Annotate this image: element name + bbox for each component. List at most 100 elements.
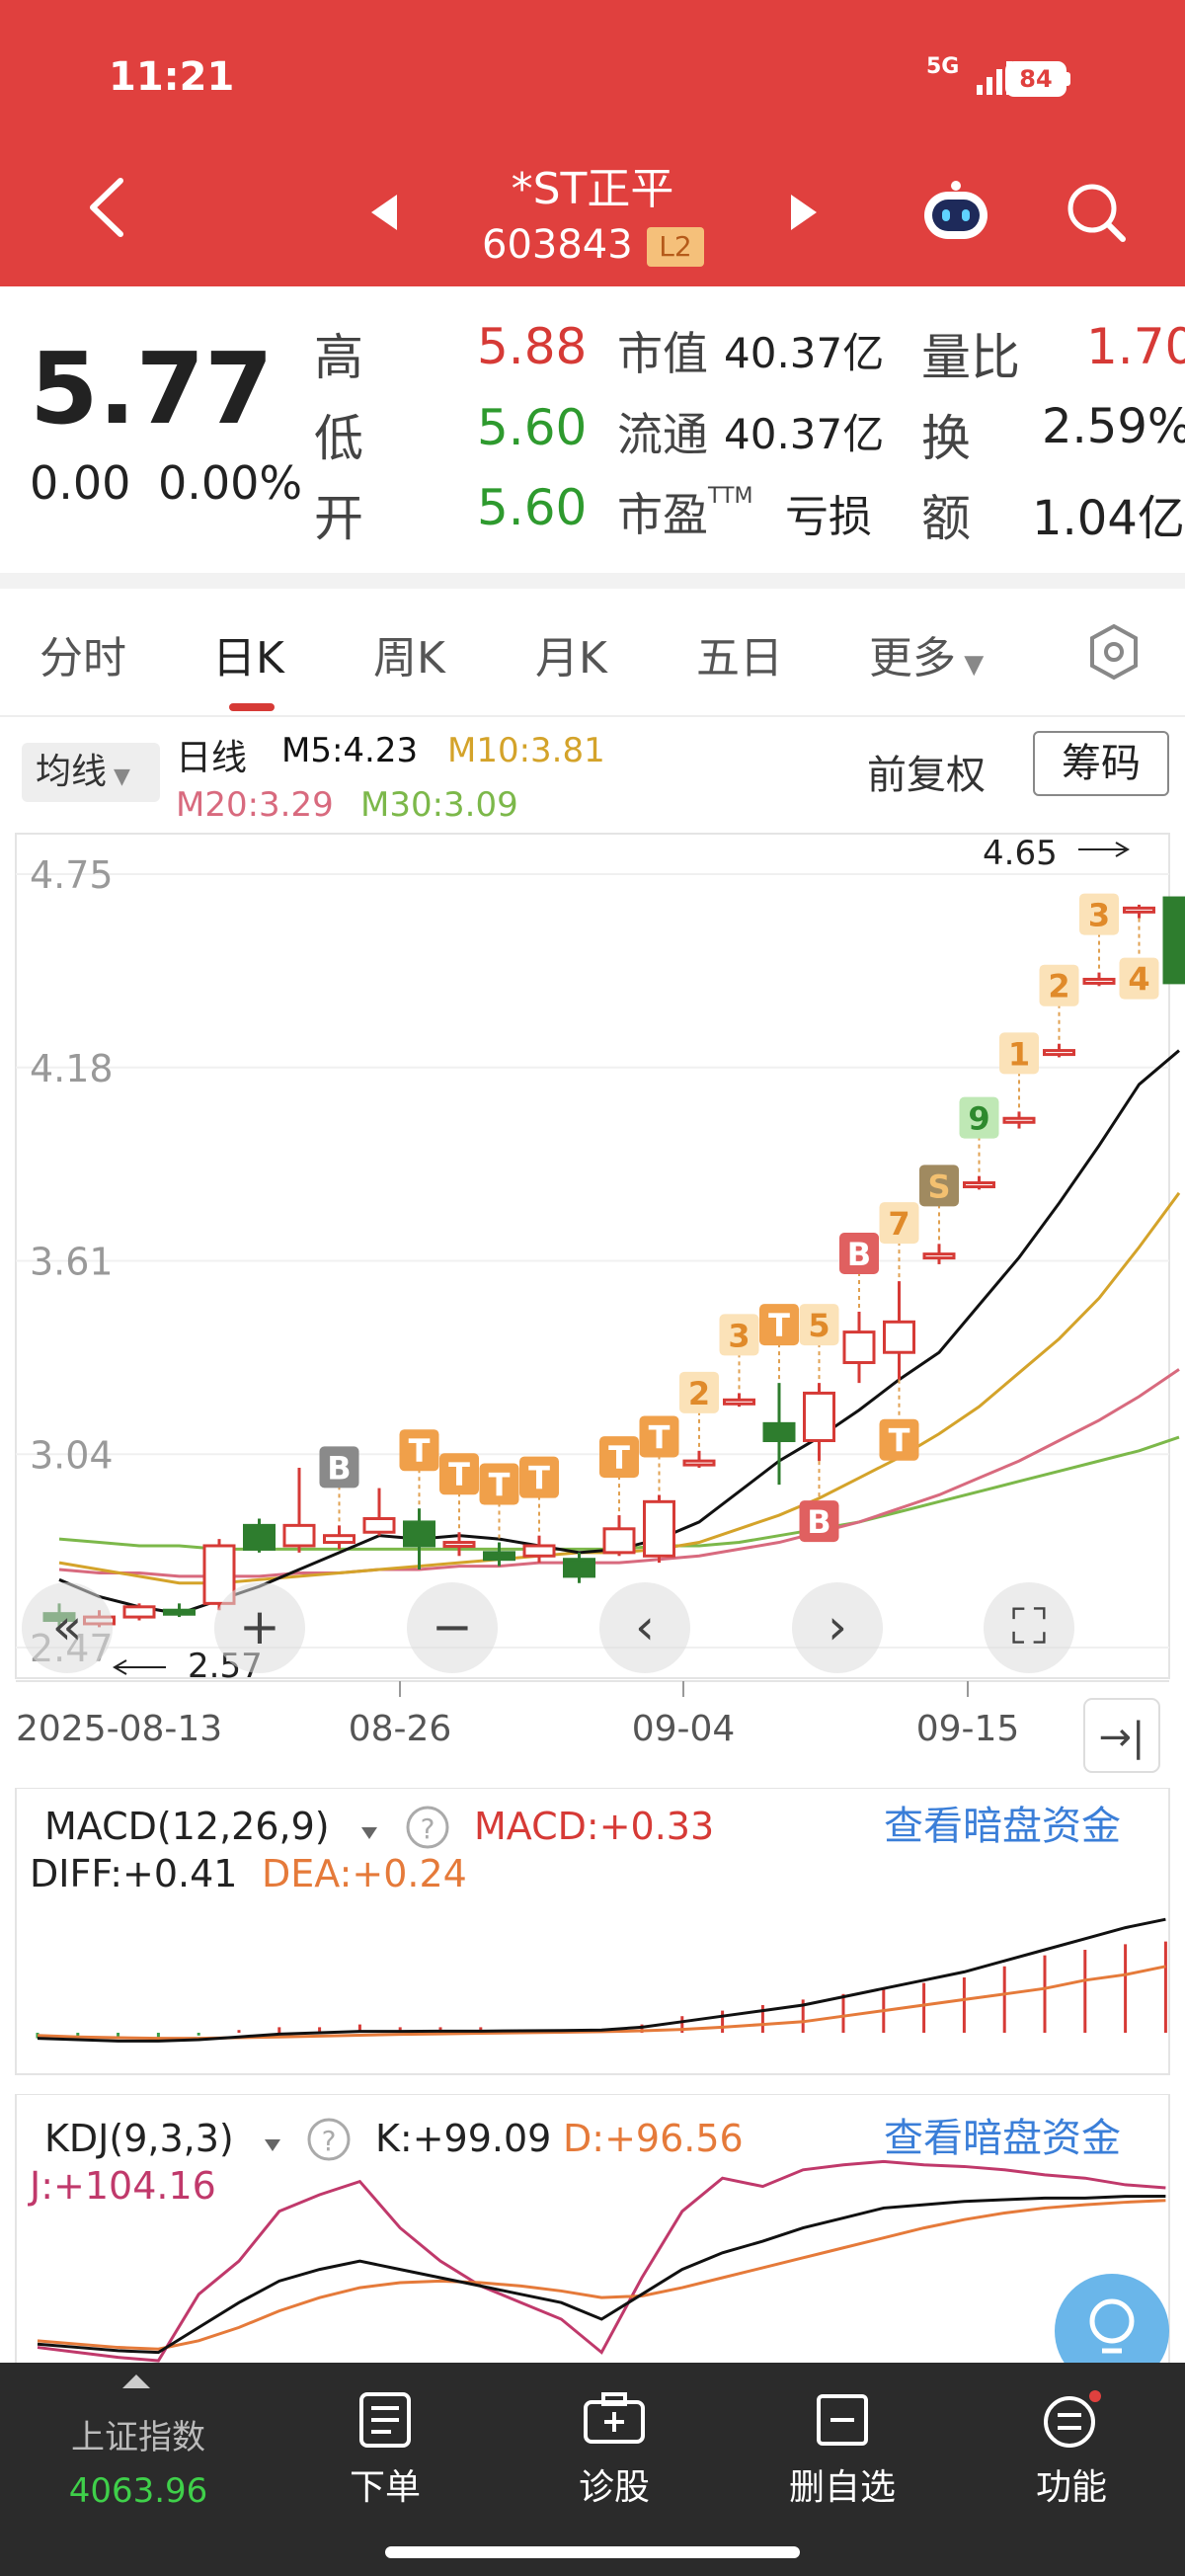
tab-five-day[interactable]: 五日 bbox=[696, 633, 783, 684]
jump-latest-label: →| bbox=[1099, 1715, 1146, 1760]
candle bbox=[282, 1523, 316, 1548]
section-divider bbox=[0, 573, 1185, 589]
x-tick-label: 09-04 bbox=[632, 1709, 736, 1749]
pe-value: 亏损 bbox=[785, 492, 872, 542]
tab-weekly-k[interactable]: 周K bbox=[373, 633, 445, 684]
candle bbox=[1043, 1049, 1075, 1057]
signal-marker bbox=[599, 1436, 639, 1479]
dark-pool-link[interactable]: 查看暗盘资金 bbox=[884, 2116, 1121, 2161]
price-adjust-toggle[interactable]: 前复权 bbox=[867, 753, 986, 798]
ma10-value: M10:3.81 bbox=[447, 731, 605, 770]
y-tick-label: 4.75 bbox=[30, 853, 114, 897]
next-stock-icon[interactable] bbox=[785, 193, 821, 232]
signal-marker-label: B bbox=[807, 1503, 830, 1541]
status-time: 11:21 bbox=[109, 54, 235, 100]
candle bbox=[643, 1499, 675, 1558]
ai-assistant-icon[interactable] bbox=[918, 178, 993, 247]
signal-marker bbox=[639, 1415, 679, 1458]
candle bbox=[842, 1330, 876, 1365]
level2-badge: L2 bbox=[647, 227, 704, 267]
help-icon[interactable] bbox=[406, 1806, 449, 1849]
menu-circle-icon bbox=[1044, 2390, 1101, 2448]
settings-icon[interactable] bbox=[1086, 622, 1142, 682]
candle bbox=[202, 1544, 236, 1605]
macd-title[interactable]: MACD(12,26,9) bbox=[44, 1805, 330, 1848]
signal-marker-label: T bbox=[409, 1432, 431, 1470]
nav-diagnose-label: 诊股 bbox=[578, 2467, 650, 2508]
help-icon[interactable] bbox=[307, 2118, 351, 2161]
tips-bulb-button[interactable] bbox=[1055, 2274, 1169, 2363]
signal-marker bbox=[679, 1371, 719, 1413]
stock-code: 603843 bbox=[482, 222, 633, 268]
signal-marker-label: 5 bbox=[808, 1307, 830, 1344]
chart-tabs bbox=[0, 589, 1185, 717]
candle bbox=[723, 1398, 755, 1406]
nav-diagnose[interactable]: 诊股 bbox=[530, 2390, 698, 2510]
ma-selector[interactable]: 均线 ▼ bbox=[22, 743, 160, 802]
low-label: 低 bbox=[314, 410, 363, 467]
dark-pool-link[interactable]: 查看暗盘资金 bbox=[884, 1804, 1121, 1849]
candle bbox=[1162, 896, 1185, 985]
prev-stock-icon[interactable] bbox=[367, 193, 403, 232]
mcap-value: 40.37亿 bbox=[724, 329, 885, 377]
candle bbox=[122, 1605, 156, 1619]
zoom-in-button[interactable] bbox=[214, 1582, 305, 1673]
tab-daily-k[interactable]: 日K bbox=[212, 633, 284, 684]
signal-marker-label: S bbox=[927, 1167, 950, 1205]
step-left-button-label: ‹ bbox=[635, 1598, 655, 1655]
index-name[interactable]: 上证指数 bbox=[71, 2418, 205, 2457]
app-header: 11:21 5G 84 *ST正平 603843 L2 bbox=[0, 0, 1185, 286]
macd-diff-line bbox=[37, 1917, 1166, 2043]
x-tick-label: 08-26 bbox=[349, 1709, 452, 1749]
kdj-d-line bbox=[37, 2199, 1166, 2351]
signal-marker-label: 2 bbox=[1048, 968, 1069, 1006]
tab-intraday[interactable]: 分时 bbox=[40, 633, 126, 684]
y-tick-label: 3.61 bbox=[30, 1241, 114, 1284]
nav-remove-watchlist[interactable]: 删自选 bbox=[758, 2390, 926, 2510]
signal-marker-label: T bbox=[889, 1422, 910, 1460]
macd-dea-value: DEA:+0.24 bbox=[262, 1852, 467, 1895]
tab-more[interactable]: 更多 ▼ bbox=[869, 622, 984, 685]
kdj-title[interactable]: KDJ(9,3,3) bbox=[44, 2117, 234, 2160]
chevron-down-icon: ▼ bbox=[956, 650, 985, 680]
expand-up-icon[interactable] bbox=[118, 2373, 154, 2390]
signal-marker-label: T bbox=[768, 1307, 790, 1344]
volume-ratio-label: 量比 bbox=[921, 329, 1020, 386]
kdj-j-line bbox=[37, 2159, 1166, 2363]
scroll-left-button[interactable] bbox=[22, 1582, 113, 1673]
signal-marker bbox=[839, 1233, 879, 1275]
candle bbox=[403, 1520, 435, 1548]
candle bbox=[163, 1608, 196, 1616]
signal-marker bbox=[759, 1304, 799, 1346]
step-right-button[interactable] bbox=[792, 1582, 883, 1673]
nav-functions[interactable]: 功能 bbox=[988, 2390, 1155, 2510]
back-icon[interactable] bbox=[79, 173, 138, 242]
nav-order[interactable]: 下单 bbox=[301, 2390, 469, 2510]
mcap-label: 市值 bbox=[617, 327, 708, 380]
candle bbox=[243, 1523, 276, 1551]
kdj-d-value: D:+96.56 bbox=[563, 2117, 744, 2160]
chevron-down-icon bbox=[265, 2139, 280, 2151]
macd-dea-line bbox=[37, 1965, 1166, 2041]
step-left-button[interactable] bbox=[599, 1582, 690, 1673]
signal-marker bbox=[1039, 964, 1079, 1006]
tab-monthly-k[interactable]: 月K bbox=[535, 633, 607, 684]
high-label: 高 bbox=[314, 329, 363, 386]
zoom-out-button[interactable] bbox=[407, 1582, 498, 1673]
search-icon[interactable] bbox=[1062, 178, 1131, 247]
signal-marker bbox=[879, 1418, 919, 1461]
y-tick-label: 3.04 bbox=[30, 1433, 114, 1477]
signal-marker bbox=[319, 1446, 359, 1489]
signal-marker bbox=[879, 1202, 919, 1245]
step-right-button-label: › bbox=[828, 1598, 847, 1655]
index-value[interactable]: 4063.96 bbox=[68, 2471, 208, 2511]
home-indicator[interactable] bbox=[385, 2546, 800, 2558]
kdj-k-value: K:+99.09 bbox=[375, 2117, 551, 2160]
candle bbox=[682, 1459, 716, 1467]
candle bbox=[762, 1421, 796, 1443]
price-change-pct: 0.00% bbox=[158, 456, 303, 510]
kline-chart[interactable]: 4.754.183.613.042.47BTTTTTT23T5BB7TS9123… bbox=[0, 830, 1185, 1817]
jump-latest-button[interactable] bbox=[1083, 1698, 1160, 1773]
chips-button[interactable]: 筹码 bbox=[1033, 731, 1169, 796]
fullscreen-button[interactable] bbox=[984, 1582, 1074, 1673]
